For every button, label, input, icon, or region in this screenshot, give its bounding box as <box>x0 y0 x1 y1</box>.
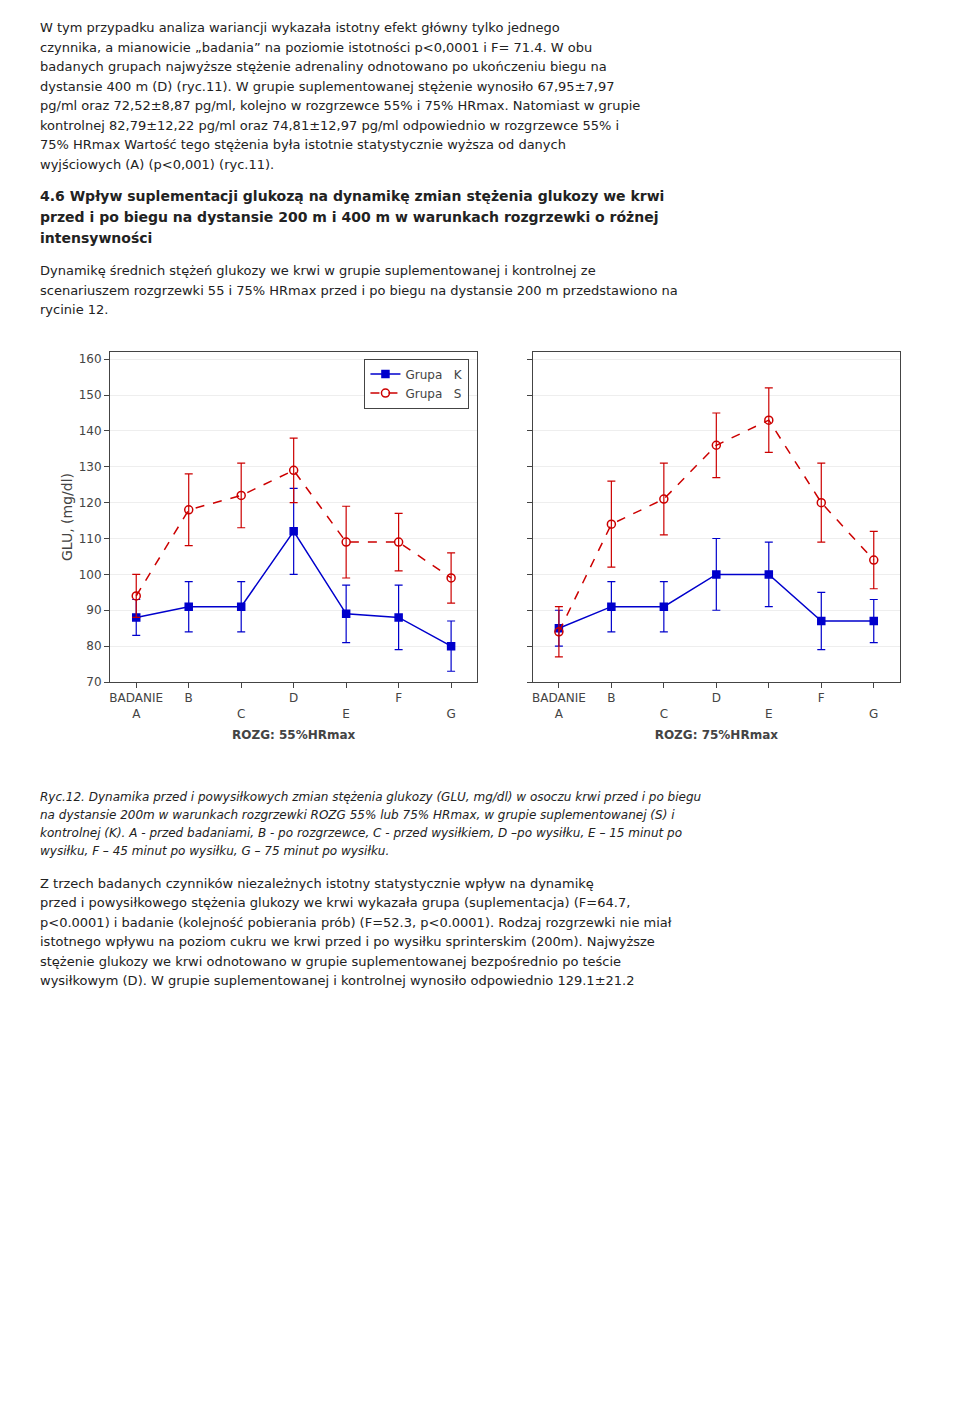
svg-text:120: 120 <box>79 495 102 509</box>
svg-text:140: 140 <box>79 424 102 438</box>
svg-text:160: 160 <box>79 352 102 366</box>
svg-text:C: C <box>660 707 668 721</box>
html-text:Ryc.12. Dynamika przed i powys: Ryc.12. Dynamika przed i powysiłkowych z… <box>40 789 702 858</box>
html-text:Dynamikę średnich stężeń gluko: Dynamikę średnich stężeń glukozy we krwi… <box>40 263 678 317</box>
svg-text:F: F <box>395 691 402 705</box>
svg-text:100: 100 <box>79 567 102 581</box>
svg-text:G: G <box>869 707 878 721</box>
svg-text:70: 70 <box>86 675 101 689</box>
svg-text:B: B <box>185 691 193 705</box>
svg-text:ROZG: 55%HRmax: ROZG: 55%HRmax <box>232 727 356 741</box>
html-text:Z trzech badanych czynników ni: Z trzech badanych czynników niezależnych… <box>40 875 672 988</box>
svg-text:ROZG: 75%HRmax: ROZG: 75%HRmax <box>655 727 779 741</box>
svg-text:Grupa S: Grupa S <box>405 386 461 400</box>
svg-text:150: 150 <box>79 388 102 402</box>
svg-text:110: 110 <box>79 531 102 545</box>
svg-text:80: 80 <box>86 639 101 653</box>
svg-text:D: D <box>712 691 721 705</box>
html-text:4.6 Wpływ suplementacji glukoz: 4.6 Wpływ suplementacji glukozą na dynam… <box>40 188 665 246</box>
svg-text:Grupa K: Grupa K <box>405 367 462 381</box>
html-text:W tym przypadku analiza warian: W tym przypadku analiza wariancji wykaza… <box>40 20 641 172</box>
svg-text:E: E <box>765 707 773 721</box>
svg-text:130: 130 <box>79 459 102 473</box>
svg-text:BADANIEA: BADANIEA <box>532 691 586 721</box>
svg-text:90: 90 <box>86 603 101 617</box>
svg-text:GLU, (mg/dl): GLU, (mg/dl) <box>59 472 75 560</box>
svg-text:G: G <box>446 707 455 721</box>
svg-text:E: E <box>342 707 350 721</box>
svg-text:C: C <box>237 707 245 721</box>
svg-text:F: F <box>818 691 825 705</box>
svg-text:B: B <box>607 691 615 705</box>
svg-text:D: D <box>289 691 298 705</box>
svg-text:BADANIEA: BADANIEA <box>109 691 163 721</box>
